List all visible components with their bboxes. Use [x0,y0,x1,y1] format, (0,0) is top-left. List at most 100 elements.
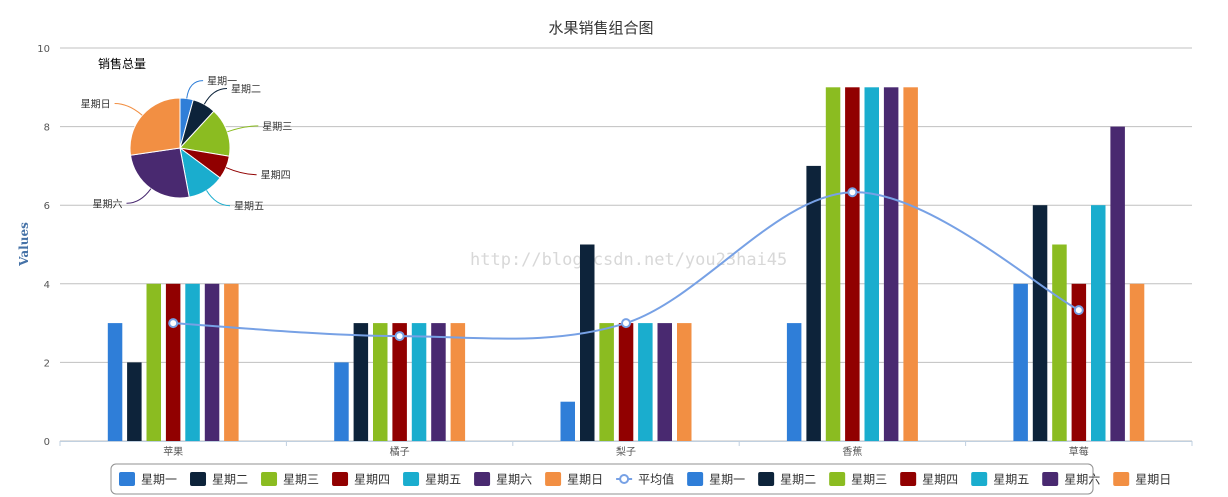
legend: 星期一 星期二 星期三 星期四 星期五 星期六 星期日 平均值 星期一 星期二 星期三 星期四 星期五 星… [110,463,1171,495]
x-category-label: 橘子 [390,446,410,458]
legend-symbol [190,472,207,486]
legend-item-label[interactable]: 平均值 [638,472,674,487]
pie-slice [179,110,231,157]
bar [677,323,692,441]
average-point [394,331,405,342]
legend-item-label[interactable]: 星期五 [993,473,1029,487]
x-category-label: 梨子 [616,445,636,458]
bar [657,323,672,441]
average-point [621,318,631,329]
bar [638,323,653,441]
legend-box [110,463,1094,495]
bar [1110,126,1125,441]
pie-connector [225,167,257,176]
bar [392,323,407,441]
pie-connector [114,103,143,116]
legend-symbol [403,472,420,486]
y-tick-label: 6 [44,201,50,212]
bar [1091,205,1106,441]
bar [107,323,123,441]
bar [185,283,200,441]
y-tick-label: 10 [37,44,50,55]
bar [431,323,446,441]
average-point [847,187,858,198]
pie-slice-label: 星期五 [234,201,264,213]
pie-slice-label: 星期四 [261,170,291,182]
bar [845,87,860,442]
bar [1013,283,1028,441]
chart-title: 水果销售组合图 [548,19,653,37]
legend-symbol [1113,472,1130,486]
bar [560,401,575,441]
bar [1052,244,1067,441]
bar [411,323,427,441]
bar [165,283,181,441]
legend-item-label[interactable]: 星期六 [496,473,532,487]
x-axis: 苹果 橘子 梨子 香蕉 草莓 [59,441,1193,458]
x-category-label: 苹果 [163,445,183,458]
pie-slice-label: 星期二 [231,84,261,96]
bar [204,283,220,441]
y-axis-label: Values [17,222,31,267]
pie-connector [203,88,228,105]
legend-symbol [332,472,349,486]
pie-slice [129,147,190,199]
bar [580,244,595,441]
average-point [1073,305,1084,316]
legend-item-label[interactable]: 星期五 [425,473,461,487]
pie-slice [129,97,181,156]
legend-symbol [1042,472,1059,486]
legend-symbol [119,472,135,486]
legend-symbol [474,472,491,486]
legend-item-label[interactable]: 星期一 [709,473,745,487]
bar [864,87,879,442]
bar [806,165,821,441]
bar [353,323,369,441]
legend-item-label[interactable]: 星期日 [567,473,603,487]
bar [373,323,388,441]
bar [786,323,802,441]
bar-series [107,87,1145,442]
x-category-label: 香蕉 [842,446,862,458]
legend-symbol [758,472,775,486]
legend-item-label[interactable]: 星期二 [780,473,816,487]
legend-item-label[interactable]: 星期三 [851,473,887,487]
legend-item-label[interactable]: 星期三 [283,473,319,487]
bar [450,323,466,441]
watermark-text: http://blog.csdn.net/you23hai45 [470,250,787,270]
legend-symbol [829,472,846,486]
bar [224,283,239,441]
legend-item-label[interactable]: 星期一 [141,473,177,487]
bar [334,362,349,441]
bar [1071,283,1087,441]
pie-slice-label: 星期日 [81,99,111,111]
average-line-series [168,187,1084,342]
average-point [168,318,179,329]
bar [146,283,161,441]
bar [1129,283,1145,441]
pie-slice-label: 星期六 [93,198,123,210]
legend-symbol [900,472,917,486]
legend-item-label[interactable]: 星期日 [1135,473,1171,487]
y-tick-label: 4 [44,280,50,291]
legend-symbol [971,472,988,486]
legend-symbol [687,472,704,486]
bar [618,323,634,441]
y-axis-ticks: 0 2 4 6 8 10 [37,44,50,448]
pie-connector [206,190,231,207]
bar [127,362,142,441]
pie-slice-label: 星期一 [207,76,237,88]
legend-item-label[interactable]: 星期四 [922,473,958,487]
legend-symbol-marker [619,474,630,484]
y-tick-label: 8 [44,123,50,134]
y-tick-label: 2 [44,358,50,369]
legend-item-label[interactable]: 星期四 [354,473,390,487]
y-tick-label: 0 [44,437,50,448]
pie-connector [126,188,152,204]
pie-slice-label: 星期三 [262,121,292,133]
legend-item-label[interactable]: 星期二 [212,473,248,487]
pie-connector [227,125,259,133]
bar [883,87,899,442]
legend-item-label[interactable]: 星期六 [1064,473,1100,487]
